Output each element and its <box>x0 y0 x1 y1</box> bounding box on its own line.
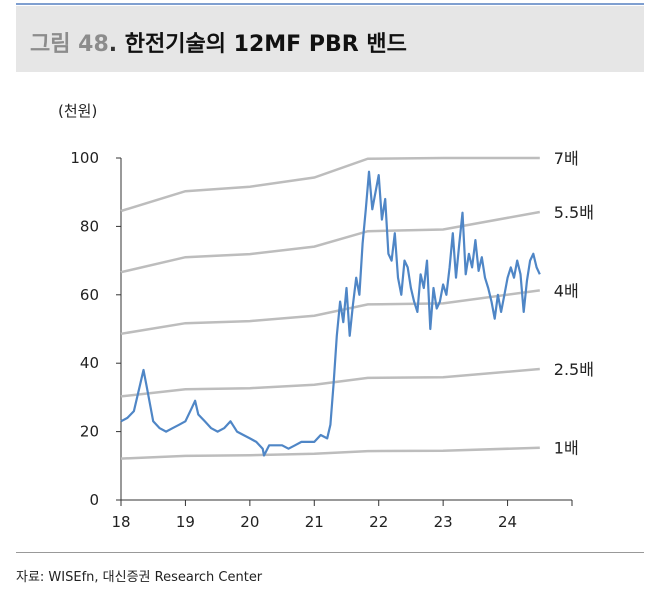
y-axis-unit: (천원) <box>58 102 98 120</box>
x-tick-label: 24 <box>498 513 517 531</box>
figure-header: 그림 48. 한전기술의 12MF PBR 밴드 <box>16 6 644 72</box>
x-tick-label: 21 <box>305 513 324 531</box>
y-tick-label: 80 <box>80 217 99 235</box>
y-tick-label: 60 <box>80 286 99 304</box>
figure-separator: . <box>108 32 118 57</box>
band-label: 4배 <box>554 281 579 300</box>
chart-labels: 7배 5.5배 4배 2.5배 1배 <box>554 149 594 458</box>
pbr-band-chart: 0 20 40 60 80 100 18 19 20 21 22 23 24 7배 5.5배 4배 2.5배 1… <box>70 149 594 531</box>
band-label: 2.5배 <box>554 360 594 379</box>
band-line <box>120 210 541 274</box>
x-tick-label: 18 <box>111 513 130 531</box>
y-tick-label: 100 <box>70 149 99 167</box>
bottom-rule <box>16 552 644 553</box>
chart-axes: 0 20 40 60 80 100 18 19 20 21 22 23 24 <box>70 149 573 531</box>
y-tick-label: 20 <box>80 423 99 441</box>
y-tick-label: 40 <box>80 354 99 372</box>
figure-title: 그림 48. 한전기술의 12MF PBR 밴드 <box>30 26 407 58</box>
x-tick-label: 22 <box>369 513 388 531</box>
band-label: 7배 <box>554 149 579 168</box>
band-line <box>120 289 540 336</box>
band-line <box>120 156 540 213</box>
price-line-group <box>120 170 541 457</box>
x-tick-label: 20 <box>240 513 259 531</box>
x-tick-label: 23 <box>434 513 453 531</box>
band-lines <box>120 156 541 460</box>
band-label: 1배 <box>554 439 579 458</box>
band-label: 5.5배 <box>554 203 594 222</box>
figure-number: 그림 48 <box>30 32 109 57</box>
top-rule <box>16 3 644 5</box>
source-note: 자료: WISEfn, 대신증권 Research Center <box>16 570 263 585</box>
band-line <box>120 446 540 460</box>
figure-title-text: 한전기술의 12MF PBR 밴드 <box>124 32 407 57</box>
band-line <box>120 367 540 398</box>
x-tick-label: 19 <box>176 513 195 531</box>
price-line <box>120 170 541 457</box>
y-tick-label: 0 <box>89 491 99 509</box>
